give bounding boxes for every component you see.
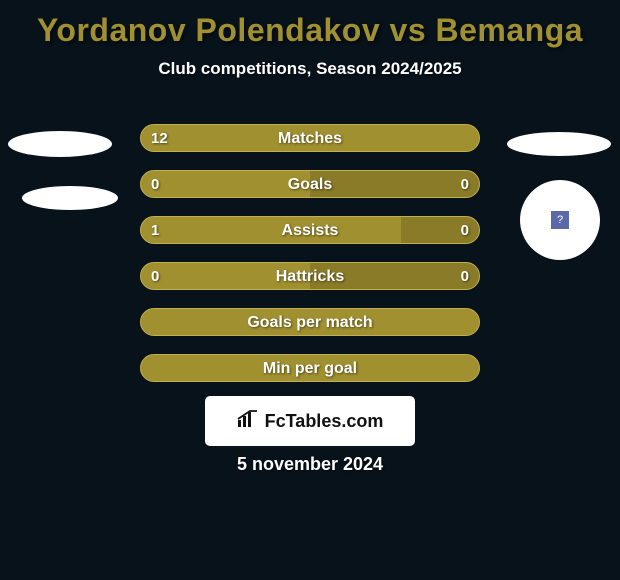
avatar-left	[8, 126, 113, 211]
bar-value-right: 0	[461, 171, 469, 198]
comparison-infographic: Yordanov Polendakov vs Bemanga Club comp…	[0, 0, 620, 580]
page-title: Yordanov Polendakov vs Bemanga	[0, 0, 620, 49]
logo-box: FcTables.com	[205, 396, 415, 446]
date-text: 5 november 2024	[0, 454, 620, 475]
bar-label: Hattricks	[141, 263, 479, 290]
avatar-left-shape-2	[22, 186, 118, 210]
bar-label: Goals	[141, 171, 479, 198]
bar-value-left: 0	[151, 171, 159, 198]
stat-bar: Min per goal	[140, 354, 480, 382]
stat-bar: Goals0 0	[140, 170, 480, 198]
bar-value-right: 0	[461, 263, 469, 290]
bar-label: Goals per match	[141, 309, 479, 336]
bar-label: Min per goal	[141, 355, 479, 382]
bar-value-left: 0	[151, 263, 159, 290]
logo-chart-icon	[237, 410, 259, 433]
bar-value-left: 12	[151, 125, 168, 152]
logo-text: FcTables.com	[265, 411, 384, 432]
stat-bar: Matches12	[140, 124, 480, 152]
team-badge: ?	[520, 180, 600, 260]
stat-bar: Hattricks0 0	[140, 262, 480, 290]
avatar-left-shape-1	[8, 131, 112, 157]
badge-icon: ?	[551, 211, 569, 229]
bar-value-left: 1	[151, 217, 159, 244]
avatar-right-shape-1	[507, 132, 611, 156]
stats-bars: Matches12Goals00Assists10Hattricks00Goal…	[140, 124, 480, 400]
bar-label: Assists	[141, 217, 479, 244]
subtitle: Club competitions, Season 2024/2025	[0, 59, 620, 79]
logo: FcTables.com	[237, 410, 384, 433]
bar-label: Matches	[141, 125, 479, 152]
bar-value-right: 0	[461, 217, 469, 244]
stat-bar: Assists1 0	[140, 216, 480, 244]
stat-bar: Goals per match	[140, 308, 480, 336]
